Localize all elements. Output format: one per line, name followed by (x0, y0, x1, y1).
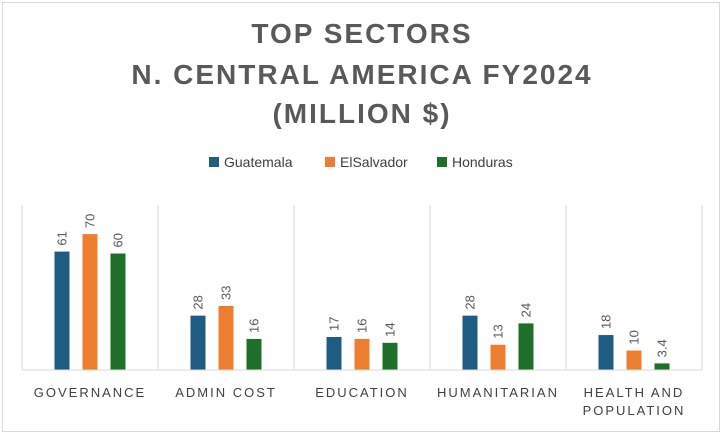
bar-guatemala (326, 337, 342, 370)
legend-swatch-elsalvador (325, 157, 335, 167)
value-labels: 61 70 60 28 33 16 17 16 14 28 13 24 18 10 3.4 (55, 214, 670, 358)
bar-honduras (110, 253, 126, 370)
data-label: 28 (463, 295, 478, 309)
category-label: HUMANITARIAN (437, 385, 559, 400)
legend-swatch-guatemala (209, 157, 219, 167)
data-label: 16 (355, 318, 370, 332)
category-label: EDUCATION (315, 385, 409, 400)
data-label: 10 (627, 330, 642, 344)
bar-honduras (654, 363, 670, 370)
category-label: GOVERNANCE (34, 385, 146, 400)
data-label: 3.4 (655, 339, 670, 357)
legend-label-elsalvador: ElSalvador (340, 154, 408, 170)
bar-elsalvador (82, 234, 98, 370)
data-label: 13 (491, 324, 506, 338)
data-label: 17 (327, 317, 342, 331)
bar-elsalvador (490, 344, 506, 370)
data-label: 70 (83, 214, 98, 228)
data-label: 28 (191, 295, 206, 309)
bar-honduras (518, 323, 534, 370)
legend-swatch-honduras (437, 157, 447, 167)
category-label: ADMIN COST (175, 385, 277, 400)
legend-label-guatemala: Guatemala (224, 154, 293, 170)
category-label: POPULATION (583, 403, 686, 418)
data-label: 61 (55, 231, 70, 245)
bar-elsalvador (626, 350, 642, 370)
category-labels: GOVERNANCE ADMIN COST EDUCATION HUMANITARIA… (34, 385, 686, 418)
bar-guatemala (54, 251, 70, 370)
bars (54, 234, 670, 370)
data-label: 16 (247, 318, 262, 332)
legend: Guatemala ElSalvador Honduras (209, 154, 513, 170)
chart-title-line-1: TOP SECTORS (251, 18, 473, 49)
legend-label-honduras: Honduras (452, 154, 513, 170)
bar-guatemala (190, 315, 206, 370)
bar-honduras (382, 342, 398, 370)
data-label: 33 (219, 285, 234, 299)
chart-title-line-2: N. CENTRAL AMERICA FY2024 (131, 59, 593, 90)
data-label: 24 (519, 303, 534, 317)
bar-honduras (246, 338, 262, 370)
data-label: 14 (383, 322, 398, 336)
chart-title-line-3: (MILLION $) (272, 98, 452, 129)
bar-elsalvador (354, 338, 370, 370)
bar-guatemala (598, 335, 614, 370)
data-label: 18 (599, 315, 614, 329)
category-separators (21, 205, 703, 370)
bar-elsalvador (218, 305, 234, 370)
data-label: 60 (111, 233, 126, 247)
category-label: HEALTH AND (584, 385, 685, 400)
bar-guatemala (462, 315, 478, 370)
